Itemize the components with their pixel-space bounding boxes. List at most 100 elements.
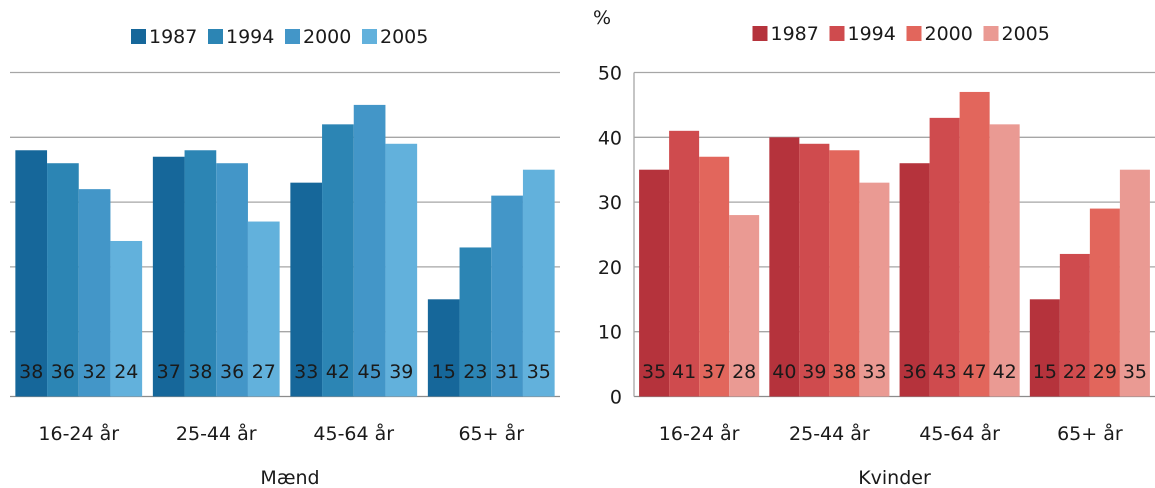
- bar-kvinder-1994-3: [1059, 253, 1090, 397]
- bar-maend-1987-0: [15, 150, 48, 397]
- data-label: 35: [527, 361, 551, 383]
- y-tick-label: 0: [610, 387, 622, 409]
- legend-swatch: [362, 29, 377, 44]
- data-label: 39: [389, 361, 413, 383]
- bar-maend-1987-3: [427, 299, 460, 397]
- data-label: 15: [432, 361, 456, 383]
- x-tick-label: 16-24 år: [659, 422, 740, 445]
- x-axis-label: Kvinder: [858, 467, 931, 488]
- x-tick-label: 65+ år: [458, 422, 524, 445]
- data-label: 36: [51, 361, 75, 383]
- bar-kvinder-2000-0: [699, 156, 730, 397]
- bar-kvinder-1994-0: [669, 130, 700, 397]
- data-label: 45: [358, 361, 382, 383]
- legend: 1987 1994 2000 2005: [131, 26, 428, 48]
- data-label: 27: [252, 361, 276, 383]
- bar-kvinder-1987-3: [1029, 299, 1060, 397]
- legend-swatch: [131, 29, 146, 44]
- bar-maend-2000-3: [491, 195, 523, 397]
- bar-kvinder-1987-0: [639, 169, 670, 397]
- legend-swatch: [285, 29, 300, 44]
- y-tick-label: 20: [598, 257, 622, 279]
- legend-label: 1987: [149, 26, 197, 48]
- legend-label: 1987: [771, 23, 819, 45]
- data-label: 39: [802, 361, 826, 383]
- legend-label: 1994: [848, 23, 896, 45]
- bar-kvinder-2000-2: [959, 91, 990, 397]
- data-label: 35: [1123, 361, 1147, 383]
- bar-maend-2005-2: [385, 143, 418, 397]
- bar-kvinder-2000-1: [829, 150, 860, 397]
- y-tick-label: 40: [598, 127, 622, 149]
- data-label: 36: [902, 361, 926, 383]
- data-label: 31: [495, 361, 519, 383]
- bar-kvinder-1994-2: [929, 117, 960, 397]
- bar-maend-2005-3: [522, 169, 555, 397]
- data-label: 38: [188, 361, 212, 383]
- bar-kvinder-2005-0: [729, 215, 760, 397]
- bar-kvinder-2000-3: [1089, 208, 1120, 397]
- y-tick-label: 10: [598, 322, 622, 344]
- bar-kvinder-1987-2: [899, 163, 930, 397]
- data-label: 36: [220, 361, 244, 383]
- chart-kvinder: 0 10 20 30 40 50% 35 41 37 28 16-24 år 40 39 38 33 25-4…: [593, 7, 1155, 488]
- x-tick-label: 45-64 år: [313, 422, 394, 445]
- bar-kvinder-2005-3: [1119, 169, 1150, 397]
- bar-maend-2000-0: [78, 189, 111, 397]
- x-tick-label: 25-44 år: [789, 422, 870, 445]
- legend-swatch: [829, 26, 845, 41]
- data-label: 35: [642, 361, 666, 383]
- data-label: 38: [832, 361, 856, 383]
- bar-maend-2000-2: [353, 104, 386, 397]
- y-tick-label: 50: [598, 63, 622, 85]
- chart-maend: 38 36 32 24 16-24 år 37 38 36 27 25-44 år 33 42 45 39…: [10, 26, 560, 488]
- data-label: 43: [933, 361, 957, 383]
- bar-maend-1994-2: [322, 124, 354, 397]
- legend-swatch: [752, 26, 768, 41]
- bar-maend-2000-1: [216, 163, 248, 397]
- x-tick-label: 65+ år: [1057, 422, 1123, 445]
- data-label: 37: [157, 361, 181, 383]
- data-label: 37: [702, 361, 726, 383]
- data-label: 38: [19, 361, 43, 383]
- bar-maend-1994-3: [459, 247, 492, 397]
- data-label: 41: [672, 361, 696, 383]
- data-label: 42: [993, 361, 1017, 383]
- legend-label: 2000: [925, 23, 973, 45]
- legend-swatch: [208, 29, 223, 44]
- data-label: 23: [463, 361, 487, 383]
- bar-kvinder-1987-1: [769, 137, 800, 397]
- bar-kvinder-1994-1: [799, 143, 830, 397]
- data-label: 33: [294, 361, 318, 383]
- data-label: 32: [83, 361, 107, 383]
- bar-maend-1987-1: [152, 156, 185, 397]
- data-label: 42: [326, 361, 350, 383]
- data-label: 28: [732, 361, 756, 383]
- data-label: 15: [1033, 361, 1057, 383]
- bar-maend-2005-1: [247, 221, 280, 397]
- legend-swatch: [906, 26, 922, 41]
- data-label: 24: [114, 361, 138, 383]
- legend-label: 2000: [303, 26, 351, 48]
- x-tick-label: 45-64 år: [919, 422, 1000, 445]
- bar-maend-1994-0: [47, 163, 79, 397]
- x-tick-label: 25-44 år: [176, 422, 257, 445]
- legend-swatch: [983, 26, 999, 41]
- data-label: 29: [1093, 361, 1117, 383]
- legend: 1987 1994 2000 2005: [752, 23, 1050, 45]
- bar-kvinder-2005-2: [989, 124, 1020, 397]
- data-label: 40: [772, 361, 796, 383]
- data-label: 33: [862, 361, 886, 383]
- bar-maend-2005-0: [110, 240, 143, 397]
- y-tick-label: 30: [598, 192, 622, 214]
- bar-maend-1994-1: [184, 150, 217, 397]
- x-tick-label: 16-24 år: [38, 422, 119, 445]
- x-axis-label: Mænd: [260, 467, 319, 488]
- legend-label: 2005: [380, 26, 428, 48]
- legend-label: 1994: [226, 26, 274, 48]
- data-label: 22: [1063, 361, 1087, 383]
- data-label: 47: [963, 361, 987, 383]
- bar-kvinder-2005-1: [859, 182, 890, 397]
- legend-label: 2005: [1002, 23, 1050, 45]
